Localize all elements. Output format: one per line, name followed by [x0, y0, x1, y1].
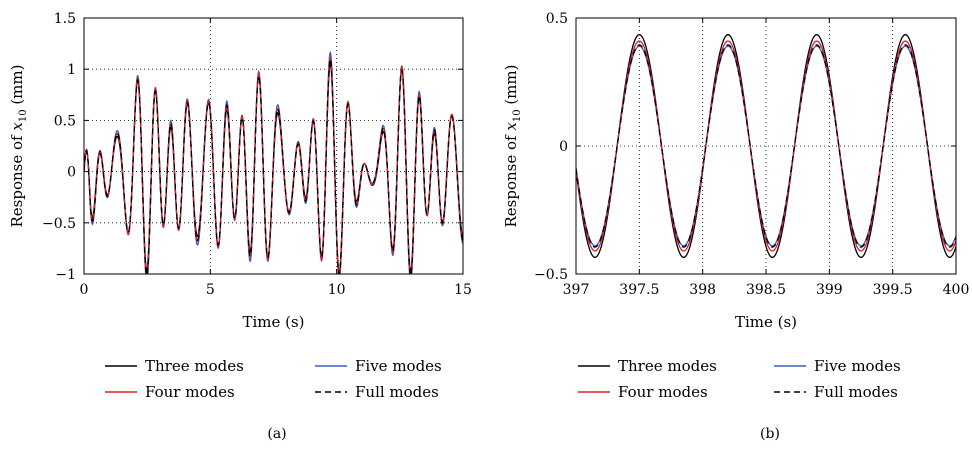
y-tick-label: 1: [67, 62, 76, 78]
legend-label: Five modes: [814, 357, 901, 375]
series-line-full-modes: [576, 44, 956, 248]
y-tick-label: 0: [67, 165, 76, 181]
grid-lines: [576, 18, 956, 274]
panel-caption: (b): [760, 426, 780, 442]
y-tick-label: −0.5: [534, 267, 568, 283]
y-tick-label: 0.5: [54, 113, 76, 129]
y-tick-label: 0: [559, 139, 568, 155]
series-lines: [84, 50, 463, 274]
x-tick-label: 10: [328, 282, 346, 298]
x-tick-label: 397: [563, 282, 590, 298]
legend-label: Four modes: [618, 383, 708, 401]
y-tick-label: −0.5: [42, 216, 76, 232]
x-tick-label: 397.5: [619, 282, 659, 298]
legend-label: Full modes: [814, 383, 898, 401]
x-tick-label: 398.5: [746, 282, 786, 298]
y-axis-label: Response of x10 (mm): [502, 65, 523, 228]
series-line-three-modes: [576, 33, 956, 259]
x-axis-label: Time (s): [735, 313, 797, 331]
panel-caption: (a): [267, 426, 286, 442]
x-tick-label: 15: [454, 282, 472, 298]
x-tick-label: 400: [943, 282, 970, 298]
legend-label: Four modes: [145, 383, 235, 401]
y-axis-label: Response of x10 (mm): [8, 65, 29, 228]
x-tick-label: 5: [206, 282, 215, 298]
legend-label: Three modes: [145, 357, 244, 375]
y-tick-label: −1: [55, 267, 76, 283]
y-tick-label: 0.5: [546, 11, 568, 27]
series-lines: [576, 33, 956, 259]
legend-label: Five modes: [355, 357, 442, 375]
y-tick-label: 1.5: [54, 11, 76, 27]
grid-lines: [84, 18, 463, 274]
x-axis-label: Time (s): [242, 313, 304, 331]
tick-labels: 0 5 10 15 −1 −0.5 0 0.5 1 1.5: [42, 11, 472, 298]
x-tick-label: 0: [80, 282, 89, 298]
legend-label: Three modes: [618, 357, 717, 375]
plot-frame: [83, 17, 464, 275]
legend-label: Full modes: [355, 383, 439, 401]
x-tick-label: 399.5: [873, 282, 913, 298]
x-tick-label: 399: [816, 282, 843, 298]
tick-labels: 397 397.5 398 398.5 399 399.5 400 −0.5 0 0.5: [534, 11, 969, 298]
panel-b: 397 397.5 398 398.5 399 399.5 400 −0.5 0 0.5 Time …: [502, 11, 969, 442]
legend: Three modes Five modes Four modes Full mode…: [578, 357, 901, 401]
panel-a: 0 5 10 15 −1 −0.5 0 0.5 1 1.5 Time (s) Response of …: [8, 11, 472, 442]
legend: Three modes Five modes Four modes Full mode…: [105, 357, 442, 401]
x-tick-label: 398: [689, 282, 716, 298]
